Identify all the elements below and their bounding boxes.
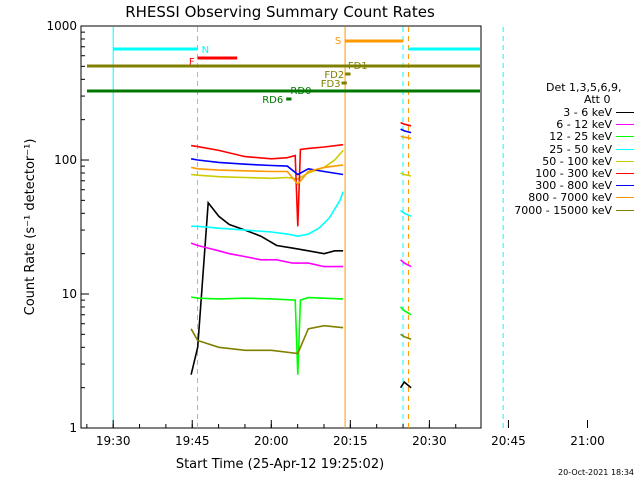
flag-label: FD3 (321, 79, 341, 90)
legend-entry: 100 - 300 keV (480, 167, 636, 180)
legend-label: 800 - 7000 keV (528, 191, 612, 205)
legend-label: 7000 - 15000 keV (514, 203, 612, 217)
legend-label: 12 - 25 keV (549, 130, 612, 144)
legend-swatch (616, 173, 634, 174)
legend-label: 6 - 12 keV (556, 118, 612, 132)
legend-label: 3 - 6 keV (563, 106, 612, 119)
legend-swatch (616, 136, 634, 138)
series-line (190, 324, 344, 355)
series-line (190, 164, 344, 186)
legend-detectors: Det 1,3,5,6,9, (546, 81, 622, 94)
flag-label: N (202, 45, 209, 56)
y-tick-label: 100 (54, 153, 77, 167)
flag-label: RD0 (290, 86, 311, 97)
x-tick-label: 20:00 (254, 434, 289, 448)
series-line (190, 143, 344, 227)
y-axis-label: Count Rate (s⁻¹ detector⁻¹) (23, 139, 38, 316)
x-tick-label: 20:15 (333, 434, 368, 448)
y-tick-label: 1000 (46, 19, 77, 33)
series-line (400, 209, 412, 218)
series-line (191, 191, 344, 238)
series-line (400, 306, 412, 316)
legend-swatch (616, 160, 634, 162)
chart-title: RHESSI Observing Summary Count Rates (125, 3, 435, 21)
footer-date: 20-Oct-2021 18:34 (558, 468, 634, 477)
series-line (400, 259, 412, 268)
legend-entry: 7000 - 15000 keV (480, 203, 636, 217)
legend-entry: 25 - 50 keV (480, 142, 636, 156)
flag-label: RD6 (262, 95, 283, 106)
legend-entry: 12 - 25 keV (480, 130, 636, 144)
y-tick-label: 1 (69, 421, 77, 435)
legend-swatch (616, 185, 634, 187)
legend-swatch (616, 209, 634, 211)
flag-label: FD2 (324, 70, 344, 81)
series-line (399, 380, 412, 389)
legend-entry: 6 - 12 keV (480, 118, 636, 132)
legend-entry: 800 - 7000 keV (480, 191, 636, 205)
legend-label: 25 - 50 keV (549, 142, 612, 156)
legend-label: 300 - 800 keV (535, 179, 612, 193)
series-line (400, 333, 412, 340)
legend-label: 100 - 300 keV (535, 167, 612, 180)
series-line (190, 242, 344, 268)
legend-entry: 50 - 100 keV (480, 154, 636, 168)
x-tick-label: 19:45 (175, 434, 210, 448)
series-line (400, 128, 412, 134)
legend-swatch (616, 148, 634, 150)
series-line (400, 121, 412, 127)
legend-attenuator: Att 0 (584, 93, 611, 106)
x-axis-label: Start Time (25-Apr-12 19:25:02) (176, 457, 384, 472)
legend-swatch (616, 124, 634, 126)
legend-entry: 3 - 6 keV (480, 106, 636, 119)
series-line (190, 296, 344, 375)
x-tick-label: 19:30 (96, 434, 131, 448)
legend-swatch (616, 197, 634, 199)
series-line (191, 149, 344, 180)
x-tick-label: 20:45 (491, 434, 526, 448)
legend-entry: 300 - 800 keV (480, 179, 636, 193)
series-line (190, 200, 344, 375)
series-line (400, 135, 412, 140)
x-tick-label: 20:30 (412, 434, 447, 448)
x-tick-label: 21:00 (570, 434, 605, 448)
flag-label: FD1 (348, 61, 368, 72)
y-tick-label: 10 (62, 287, 77, 301)
legend-swatch (616, 112, 634, 113)
flag-label: S (335, 36, 341, 47)
legend-label: 50 - 100 keV (542, 154, 612, 168)
plot-frame (80, 25, 482, 429)
series-line (400, 172, 412, 177)
flag-label: F (189, 57, 195, 68)
